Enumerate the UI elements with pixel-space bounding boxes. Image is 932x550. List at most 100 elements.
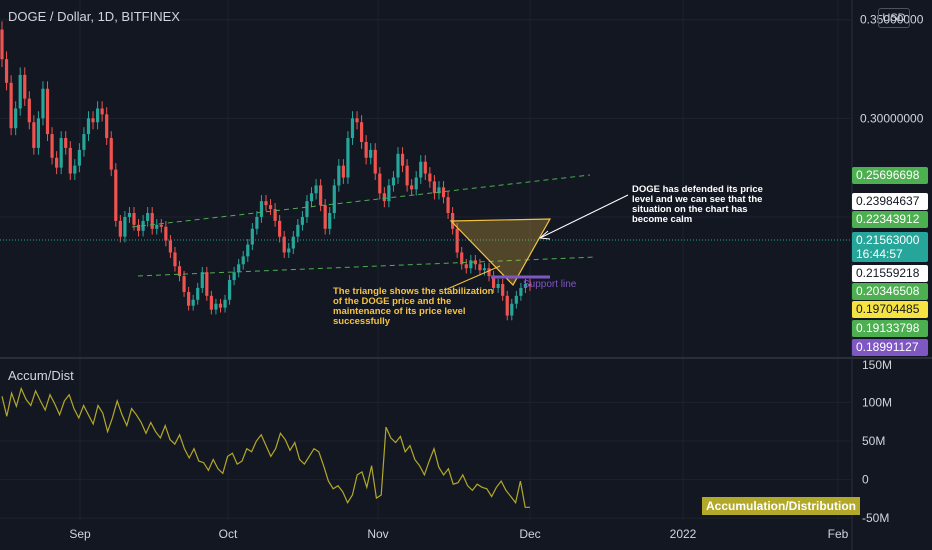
candle-body <box>396 153 400 178</box>
price-level-label: 0.22343912 <box>852 211 928 228</box>
candle-body <box>168 240 173 253</box>
candle-body <box>291 236 295 249</box>
candle-body <box>177 266 182 277</box>
price-level-label: 0.20346508 <box>852 283 928 300</box>
candle-body <box>323 205 327 229</box>
candle-body <box>114 169 118 221</box>
candle-body <box>132 213 136 225</box>
candle-body <box>287 248 291 253</box>
candle-body <box>482 268 487 271</box>
candle-body <box>268 205 273 210</box>
candle-body <box>414 177 418 190</box>
candle-body <box>328 213 332 229</box>
date-tick-label: Dec <box>519 527 540 541</box>
candle-body <box>173 252 177 267</box>
price-tick-label: 0.30000000 <box>860 111 924 125</box>
candle-body <box>73 165 77 174</box>
candle-body <box>455 228 459 253</box>
candle-body <box>346 138 350 178</box>
lower-trendline <box>137 256 597 277</box>
candle-body <box>355 118 359 123</box>
accum-dist-badge: Accumulation/Distribution <box>702 497 860 515</box>
candle-body <box>496 284 500 288</box>
candle-body <box>18 74 22 109</box>
candle-body <box>123 216 127 237</box>
candle-body <box>464 264 468 269</box>
annotation-triangle-note[interactable]: The triangle shows the stabilization of … <box>333 286 494 327</box>
candle-body <box>382 193 386 202</box>
candle-body <box>337 165 341 186</box>
candle-body <box>428 173 432 182</box>
candle-body <box>359 122 364 142</box>
candle-body <box>405 165 409 186</box>
candle-body <box>264 201 268 206</box>
candle-body <box>100 108 104 115</box>
candle-body <box>364 142 368 158</box>
date-tick-label: Feb <box>828 527 849 541</box>
candle-body <box>319 185 323 206</box>
candle-body <box>446 197 450 213</box>
candle-body <box>305 201 309 217</box>
candle-body <box>332 185 336 213</box>
candle-body <box>196 287 200 300</box>
candle-body <box>146 213 150 221</box>
candle-body <box>309 193 314 202</box>
candle-body <box>32 122 36 148</box>
candle-body <box>64 138 68 148</box>
candle-body <box>378 173 382 194</box>
acc-tick-label: 50M <box>862 434 885 448</box>
acc-tick-label: -50M <box>862 511 889 525</box>
annotation-arrow-white <box>539 194 629 239</box>
acc-tick-label: 100M <box>862 395 892 409</box>
candle-body <box>214 303 218 310</box>
candle-body <box>59 138 63 168</box>
candle-body <box>200 272 204 288</box>
candle-body <box>14 108 18 129</box>
candle-body <box>510 303 514 316</box>
support-line-label[interactable]: Support line <box>523 279 577 290</box>
candle-body <box>109 138 113 170</box>
price-level-label: 0.19704485 <box>852 301 928 318</box>
candle-body <box>341 165 345 178</box>
candle-body <box>491 276 496 288</box>
acc-tick-label: 150M <box>862 358 892 372</box>
candle-body <box>278 220 282 237</box>
candle-body <box>86 118 91 135</box>
candle-body <box>523 284 528 288</box>
candle-body <box>469 260 473 269</box>
candle-body <box>187 291 191 306</box>
date-tick-label: Nov <box>367 527 388 541</box>
price-level-label: 0.21559218 <box>852 265 928 282</box>
candle-body <box>314 185 318 194</box>
candle-body <box>164 226 168 241</box>
candle-body <box>259 201 264 217</box>
date-tick-label: 2022 <box>670 527 697 541</box>
candle-body <box>478 264 482 271</box>
candle-body <box>205 272 209 296</box>
candle-body <box>218 303 223 308</box>
candle-body <box>182 276 186 292</box>
annotation-arrow-yellow <box>444 265 501 291</box>
candle-body <box>423 161 427 174</box>
candle-body <box>246 244 250 257</box>
candle-body <box>0 29 4 60</box>
candle-body <box>155 224 159 229</box>
candle-body <box>227 280 232 300</box>
upper-trendline <box>131 174 591 228</box>
indicator-title[interactable]: Accum/Dist <box>8 368 74 383</box>
candle-body <box>255 216 259 229</box>
candle-body <box>419 161 423 178</box>
candle-body <box>127 213 132 217</box>
annotation-defended-note[interactable]: DOGE has defended its price level and we… <box>632 184 763 225</box>
currency-button[interactable]: USD <box>878 8 910 28</box>
candle-body <box>9 82 13 129</box>
price-tick-label: 0.35000000 <box>860 13 924 27</box>
accum-dist-line <box>1 386 530 508</box>
symbol-title[interactable]: DOGE / Dollar, 1D, BITFINEX <box>8 9 180 24</box>
countdown-value: 16:44:57 <box>856 247 903 261</box>
candle-body <box>68 147 72 174</box>
candle-body <box>232 272 236 281</box>
candle-body <box>36 118 41 148</box>
candle-body <box>82 134 86 150</box>
